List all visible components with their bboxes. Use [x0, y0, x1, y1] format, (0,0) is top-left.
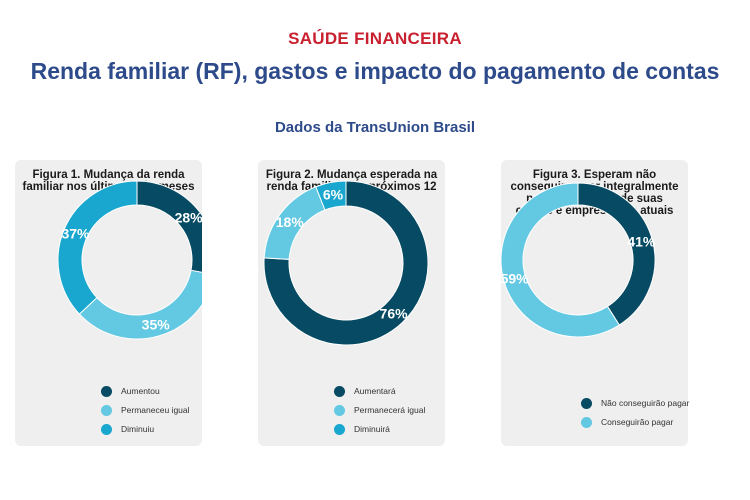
- legend-label: Não conseguirão pagar: [601, 398, 690, 408]
- legend-item: Aumentará: [334, 384, 396, 398]
- legend-label: Diminuiu: [121, 424, 155, 434]
- donut-slice-1-3: [57, 180, 138, 315]
- figure-2-card: Figura 2. Mudança esperada na renda fami…: [258, 160, 445, 446]
- legend-label: Aumentará: [354, 386, 396, 396]
- slice-label-1-1: 28%: [175, 209, 202, 225]
- legend-item: Aumentou: [101, 384, 160, 398]
- legend-swatch: [334, 385, 345, 397]
- legend-swatch: [101, 423, 112, 435]
- legend-swatch: [334, 423, 345, 435]
- figure-1-card: Figura 1. Mudança da renda familiar nos …: [15, 160, 202, 446]
- page-title: Renda familiar (RF), gastos e impacto do…: [30, 58, 720, 84]
- slice-label-3-2: 59%: [501, 270, 529, 286]
- legend-item: Conseguirão pagar: [581, 415, 673, 429]
- legend-label: Diminuirá: [354, 424, 390, 434]
- legend-label: Permaneceu igual: [121, 405, 190, 415]
- donut-slice-2-1: [263, 180, 429, 346]
- donut-slice-2-3: [315, 180, 347, 211]
- legend-label: Permanecerá igual: [354, 405, 426, 415]
- legend-swatch: [334, 404, 345, 416]
- legend-label: Conseguirão pagar: [601, 417, 674, 427]
- figure-2-donut-chart: 76% 18% 6%: [263, 180, 429, 346]
- legend-item: Permanecerá igual: [334, 403, 425, 417]
- slice-label-1-3: 37%: [61, 225, 90, 241]
- legend-label: Aumentou: [121, 386, 160, 396]
- legend-item: Diminuiu: [101, 422, 154, 436]
- legend-swatch: [581, 397, 592, 409]
- page-subtitle: Dados da TransUnion Brasil: [274, 119, 476, 136]
- donut-slice-1-1: [136, 180, 202, 273]
- legend-item: Não conseguirão pagar: [581, 396, 689, 410]
- legend-item: Diminuirá: [334, 422, 390, 436]
- slice-label-2-2: 18%: [276, 214, 305, 230]
- legend-swatch: [101, 385, 112, 397]
- legend-swatch: [581, 416, 592, 428]
- legend-item: Permaneceu igual: [101, 403, 190, 417]
- figure-3-donut-chart: 41% 59%: [501, 182, 656, 338]
- figure-3-card: Figura 3. Esperam não conseguir pagar in…: [501, 160, 689, 446]
- figure-1-donut-chart: 28% 35% 37%: [57, 180, 202, 340]
- kicker: SAÚDE FINANCEIRA: [288, 29, 462, 48]
- slice-label-2-3: 6%: [323, 187, 344, 203]
- slice-label-2-1: 76%: [380, 306, 409, 322]
- donut-slice-3-1: [577, 182, 656, 326]
- slice-label-3-1: 41%: [627, 234, 656, 250]
- legend-swatch: [101, 404, 112, 416]
- donut-slice-3-2: [501, 182, 620, 338]
- slice-label-1-2: 35%: [142, 316, 171, 332]
